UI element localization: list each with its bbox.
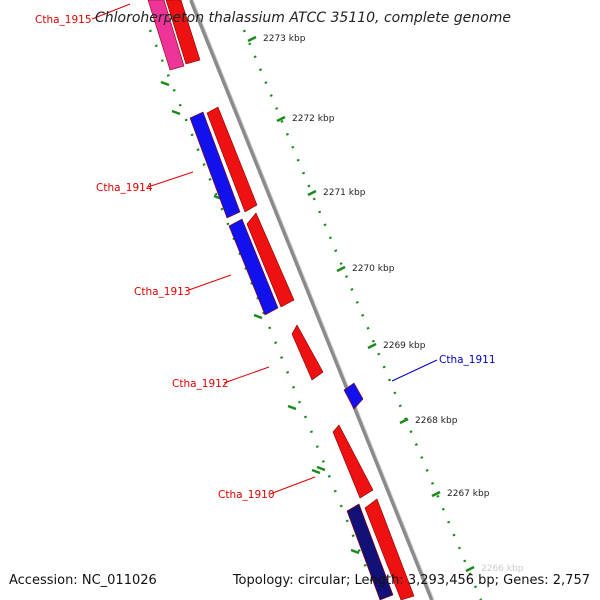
ruler-tick-label: 2273 kbp: [263, 34, 306, 44]
track-dash: [350, 548, 360, 555]
track-dash: [171, 109, 181, 116]
ruler-tick: [367, 342, 377, 350]
ruler-tick-label: 2271 kbp: [323, 188, 366, 198]
track-dash: [316, 465, 326, 472]
gene-ctha-1909[interactable]: [364, 498, 415, 600]
track-dash: [160, 80, 170, 87]
outer-dotted-track: [242, 29, 483, 600]
inner-dotted-track: [148, 29, 375, 586]
topology-value: circular;: [297, 573, 351, 588]
accession-value: NC_011026: [81, 573, 157, 588]
topology-label: Topology:: [232, 573, 294, 588]
gene-label-leader: [391, 359, 438, 382]
genome-backbone: [189, 0, 434, 600]
gene-label[interactable]: Ctha_1914: [96, 182, 153, 194]
ruler-tick: [247, 35, 257, 43]
gene-ctha-1914-reverse[interactable]: [189, 111, 241, 219]
gene-label[interactable]: Ctha_1915: [35, 14, 92, 26]
gene-ctha-1913[interactable]: [246, 212, 295, 308]
gene-label[interactable]: Ctha_1910: [218, 489, 275, 501]
genes-label: Genes:: [503, 573, 549, 588]
gene-ctha-1913-reverse[interactable]: [228, 218, 279, 316]
gene-label[interactable]: Ctha_1911: [439, 354, 496, 366]
gene-ctha-1910[interactable]: [332, 424, 374, 499]
genes-value: 2,757: [552, 573, 590, 588]
gene-ctha-1909-navy[interactable]: [346, 503, 394, 600]
gene-label-leader: [223, 366, 270, 384]
ruler-tick: [307, 189, 317, 197]
ruler-tick: [465, 565, 475, 573]
ruler-tick: [276, 115, 286, 123]
gene-ctha-1915-pink[interactable]: [147, 0, 185, 71]
gene-label[interactable]: Ctha_1913: [134, 286, 191, 298]
length-label: Length:: [354, 573, 404, 588]
gene-ctha-1914[interactable]: [206, 106, 258, 213]
ruler-tick-label: 2268 kbp: [415, 416, 458, 426]
gene-label-leader: [269, 476, 316, 495]
accession: Accession: NC_011026: [9, 573, 157, 588]
ruler-tick-label: 2269 kbp: [383, 341, 426, 351]
genome-summary: Topology: circular; Length: 3,293,456 bp…: [233, 573, 590, 588]
ruler-tick-label: 2270 kbp: [352, 264, 395, 274]
gene-label-leader: [185, 274, 232, 292]
accession-label: Accession:: [9, 573, 78, 588]
gene-label-leader: [147, 171, 194, 188]
track-dash: [311, 468, 321, 475]
gene-label-leader: [91, 3, 131, 20]
ruler-tick: [399, 417, 409, 425]
ruler-tick-label: 2272 kbp: [292, 114, 335, 124]
ruler-tick: [336, 265, 346, 273]
ruler-tick: [431, 490, 441, 498]
gene-ctha-1915[interactable]: [165, 0, 201, 65]
gene-label[interactable]: Ctha_1912: [172, 378, 229, 390]
genome-title: Chloroherpeton thalassium ATCC 35110, co…: [95, 10, 511, 26]
track-dash: [287, 404, 297, 411]
ruler-tick-label: 2266 kbp: [481, 564, 524, 574]
ruler-tick-label: 2267 kbp: [447, 489, 490, 499]
track-dash: [253, 313, 263, 320]
gene-ctha-1911[interactable]: [343, 382, 364, 410]
gene-ctha-1912[interactable]: [291, 324, 324, 381]
length-value: 3,293,456 bp;: [407, 573, 500, 588]
